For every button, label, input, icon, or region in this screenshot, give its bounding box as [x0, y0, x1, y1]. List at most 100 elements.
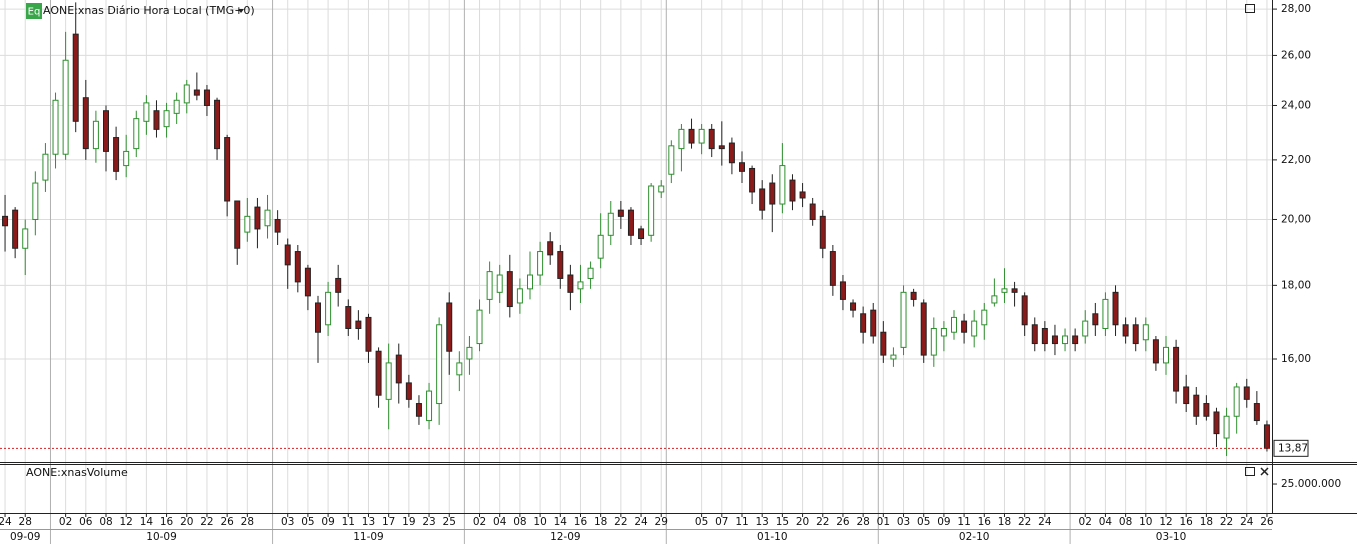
candle-body: [1223, 415, 1230, 439]
candle-body: [1173, 346, 1180, 392]
candle-body: [1041, 327, 1048, 345]
x-tick-label: 13: [362, 516, 375, 528]
candle-body: [930, 327, 937, 356]
candle-body: [375, 350, 382, 396]
x-tick-label: 18: [998, 516, 1011, 528]
candle-body: [52, 99, 59, 155]
candle-body: [527, 274, 533, 290]
candle-body: [1072, 335, 1079, 345]
candle-body: [304, 267, 311, 297]
candle-body: [486, 271, 493, 300]
candle-body: [32, 182, 39, 220]
x-tick-label: 16: [1180, 516, 1194, 528]
x-tick-label: 20: [180, 516, 193, 528]
x-tick-label: 05: [695, 516, 708, 528]
candle-body: [426, 390, 433, 422]
candle-body: [123, 150, 130, 167]
candle-body: [597, 234, 604, 259]
x-tick-label: 23: [422, 516, 435, 528]
maximize-button[interactable]: [1245, 467, 1255, 476]
candle-body: [900, 291, 907, 348]
title-dropdown[interactable]: [238, 9, 244, 13]
x-tick-label: 03: [281, 516, 294, 528]
candle-body: [728, 142, 735, 164]
x-tick-label: 02: [59, 516, 72, 528]
candle-body: [1092, 313, 1099, 326]
candle-body: [1082, 320, 1089, 337]
candle-body: [678, 128, 685, 150]
x-tick-label: 08: [513, 516, 526, 528]
candle-body: [506, 271, 513, 308]
grid-layer: [0, 0, 1272, 544]
candle-body: [638, 228, 645, 240]
candle-body: [1203, 403, 1210, 417]
y-tick-label: 28,00: [1281, 3, 1311, 15]
candle-body: [1102, 298, 1109, 329]
candle-body: [264, 209, 271, 227]
candle-body: [940, 327, 947, 337]
x-tick-label: 04: [493, 516, 507, 528]
x-tick-label: 08: [99, 516, 112, 528]
x-tick-label: 13: [756, 516, 769, 528]
candle-body: [395, 354, 402, 384]
candle-body: [385, 362, 392, 400]
candle-body: [769, 182, 776, 205]
x-tick-label: 04: [1099, 516, 1113, 528]
month-label: 01-10: [757, 531, 788, 543]
x-tick-label: 02: [1079, 516, 1092, 528]
candle-body: [920, 302, 927, 356]
month-label: 02-10: [959, 531, 990, 543]
candle-body: [627, 209, 634, 236]
candle-body: [870, 309, 877, 337]
candle-body: [759, 188, 766, 211]
candle-body: [829, 251, 836, 286]
candle-body: [1183, 386, 1190, 405]
candle-body: [1213, 411, 1220, 435]
candle-body: [1193, 394, 1200, 417]
candle-body: [72, 33, 79, 122]
candle-body: [325, 291, 332, 326]
x-tick-label: 24: [634, 516, 648, 528]
candle-body: [476, 309, 483, 345]
x-tick-label: 24: [1240, 516, 1254, 528]
y-tick-label: 24,00: [1281, 99, 1311, 111]
candle-body: [244, 215, 251, 233]
x-tick-label: 22: [614, 516, 627, 528]
candle-body: [214, 99, 221, 150]
candle-body: [1142, 324, 1149, 341]
candle-body: [1031, 324, 1038, 345]
candle-body: [718, 145, 725, 150]
x-tick-label: 08: [1119, 516, 1132, 528]
x-tick-label: 10: [533, 516, 546, 528]
close-button[interactable]: [1260, 467, 1269, 476]
x-tick-label: 16: [160, 516, 174, 528]
x-tick-label: 28: [856, 516, 869, 528]
candle-body: [1062, 335, 1069, 345]
x-tick-label: 14: [554, 516, 568, 528]
x-tick-label: 22: [1220, 516, 1233, 528]
candle-body: [516, 288, 523, 304]
maximize-button[interactable]: [1245, 4, 1255, 13]
x-tick-label: 12: [120, 516, 133, 528]
candle-body: [951, 316, 957, 333]
candle-body: [688, 128, 695, 144]
candle-body: [163, 110, 170, 128]
x-tick-label: 24: [1038, 516, 1052, 528]
y-tick-label: 22,00: [1281, 154, 1311, 166]
candle-body: [193, 89, 200, 96]
x-tick-label: 17: [382, 516, 395, 528]
month-label: 10-09: [146, 531, 177, 543]
candle-body: [133, 118, 140, 150]
candle-body: [1122, 324, 1129, 337]
x-tick-label: 11: [957, 516, 970, 528]
candle-body: [173, 99, 180, 114]
x-tick-label: 16: [978, 516, 992, 528]
chart-title[interactable]: AONE:xnas Diário Hora Local (TMG+0): [43, 4, 255, 17]
x-tick-label: 05: [917, 516, 930, 528]
candle-body: [799, 191, 806, 199]
candle-body: [22, 228, 29, 249]
x-tick-label: 14: [140, 516, 154, 528]
x-tick-label: 06: [79, 516, 93, 528]
